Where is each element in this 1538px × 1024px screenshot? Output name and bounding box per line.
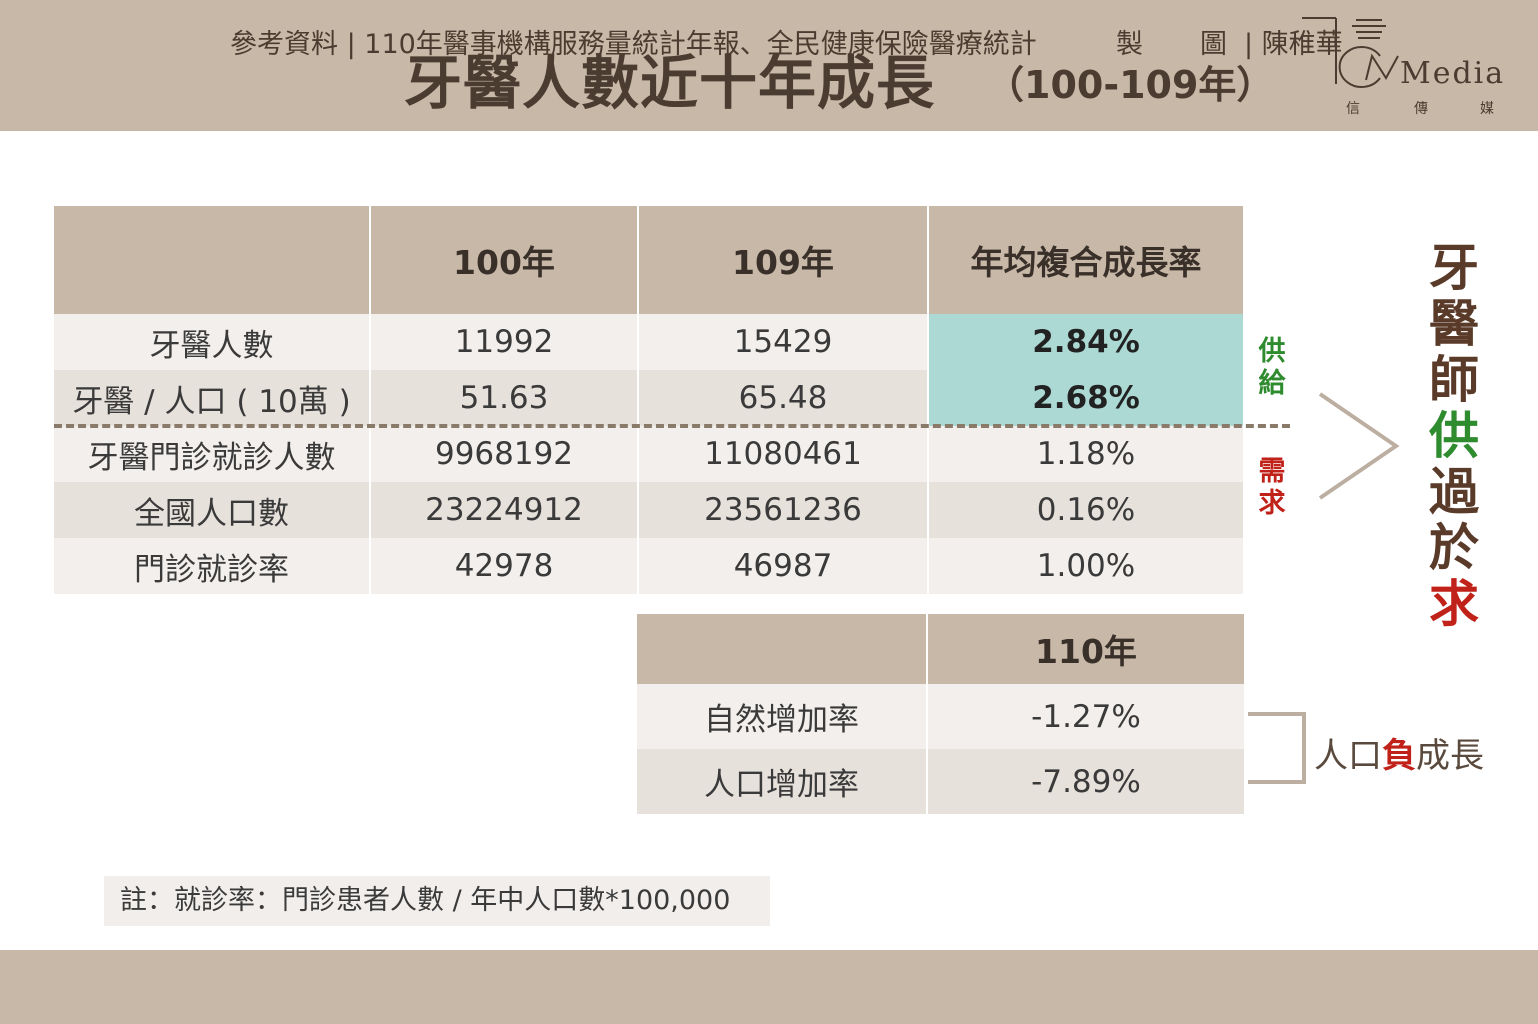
value-109: 15429 xyxy=(638,314,929,370)
value-109: 65.48 xyxy=(638,370,929,426)
table-row: 牙醫門診就診人數 9968192 11080461 1.18% xyxy=(54,426,1245,482)
conclusion-vertical-text: 牙 醫 師 供 過 於 求 xyxy=(1428,240,1480,632)
chevron-right-icon xyxy=(1318,392,1400,500)
bracket-icon xyxy=(1248,712,1306,784)
value-100: 11992 xyxy=(370,314,639,370)
footer-author: | 陳稚華 xyxy=(1244,29,1343,60)
column-header: 110年 xyxy=(927,614,1246,684)
value-110: -1.27% xyxy=(927,684,1246,749)
negative-growth-post: 成長 xyxy=(1416,736,1484,776)
footer-made-label-2: 圖 xyxy=(1200,29,1227,60)
value-100: 42978 xyxy=(370,538,639,594)
negative-growth-pre: 人口 xyxy=(1314,736,1382,776)
conclusion-char: 供 xyxy=(1429,407,1479,465)
column-header: 109年 xyxy=(638,206,929,314)
table-row: 自然增加率 -1.27% xyxy=(637,684,1246,749)
conclusion-char: 醫 xyxy=(1429,295,1479,353)
header-band xyxy=(0,0,1538,131)
value-cagr: 2.68% xyxy=(928,370,1245,426)
table-header-row: 110年 xyxy=(637,614,1246,684)
value-100: 23224912 xyxy=(370,482,639,538)
conclusion-char: 師 xyxy=(1429,351,1479,409)
conclusion-char: 於 xyxy=(1429,519,1479,577)
value-100: 51.63 xyxy=(370,370,639,426)
footer-source: 參考資料 | 110年醫事機構服務量統計年報、全民健康保險醫療統計 xyxy=(230,29,1037,60)
negative-growth-mid: 負 xyxy=(1382,736,1416,776)
page-title: 牙醫人數近十年成長 xyxy=(404,49,936,117)
footnote: 註：就診率：門診患者人數 / 年中人口數*100,000 xyxy=(104,876,770,926)
page-subtitle: （100-109年） xyxy=(986,63,1275,107)
table-row: 門診就診率 42978 46987 1.00% xyxy=(54,538,1245,594)
value-cagr: 0.16% xyxy=(928,482,1245,538)
dentist-growth-table: 100年 109年 年均複合成長率 牙醫人數 11992 15429 2.84%… xyxy=(54,206,1245,594)
value-109: 11080461 xyxy=(638,426,929,482)
value-109: 46987 xyxy=(638,538,929,594)
logo-sub-3: 媒 xyxy=(1480,101,1494,117)
table-header-row: 100年 109年 年均複合成長率 xyxy=(54,206,1245,314)
value-cagr: 1.18% xyxy=(928,426,1245,482)
footer-band xyxy=(0,950,1538,1024)
footer-made-label-1: 製 xyxy=(1116,29,1143,60)
column-header: 100年 xyxy=(370,206,639,314)
supply-demand-divider xyxy=(54,424,1290,428)
row-label: 門診就診率 xyxy=(54,538,371,594)
column-header xyxy=(637,614,928,684)
conclusion-char: 過 xyxy=(1429,463,1479,521)
supply-label: 供給 xyxy=(1258,336,1286,399)
logo-text: Media xyxy=(1400,56,1506,91)
value-cagr: 2.84% xyxy=(928,314,1245,370)
table-row: 人口增加率 -7.89% xyxy=(637,749,1246,814)
value-cagr: 1.00% xyxy=(928,538,1245,594)
row-label: 人口增加率 xyxy=(637,749,928,814)
table-row: 牙醫人數 11992 15429 2.84% xyxy=(54,314,1245,370)
row-label: 自然增加率 xyxy=(637,684,928,749)
negative-growth-label: 人口負成長 xyxy=(1314,728,1484,777)
table-row: 牙醫 / 人口 ( 10萬 ) 51.63 65.48 2.68% xyxy=(54,370,1245,426)
value-100: 9968192 xyxy=(370,426,639,482)
logo-sub-2: 傳 xyxy=(1414,101,1428,117)
demand-label: 需求 xyxy=(1258,456,1286,519)
row-label: 全國人口數 xyxy=(54,482,371,538)
logo-sub-1: 信 xyxy=(1346,101,1360,117)
column-header: 年均複合成長率 xyxy=(928,206,1245,314)
population-growth-table: 110年 自然增加率 -1.27% 人口增加率 -7.89% xyxy=(637,614,1246,814)
row-label: 牙醫人數 xyxy=(54,314,371,370)
column-header xyxy=(54,206,371,314)
row-label: 牙醫門診就診人數 xyxy=(54,426,371,482)
media-logo-icon xyxy=(1302,17,1399,88)
conclusion-char: 求 xyxy=(1429,575,1479,633)
table-row: 全國人口數 23224912 23561236 0.16% xyxy=(54,482,1245,538)
row-label: 牙醫 / 人口 ( 10萬 ) xyxy=(54,370,371,426)
value-109: 23561236 xyxy=(638,482,929,538)
conclusion-char: 牙 xyxy=(1429,239,1479,297)
value-110: -7.89% xyxy=(927,749,1246,814)
